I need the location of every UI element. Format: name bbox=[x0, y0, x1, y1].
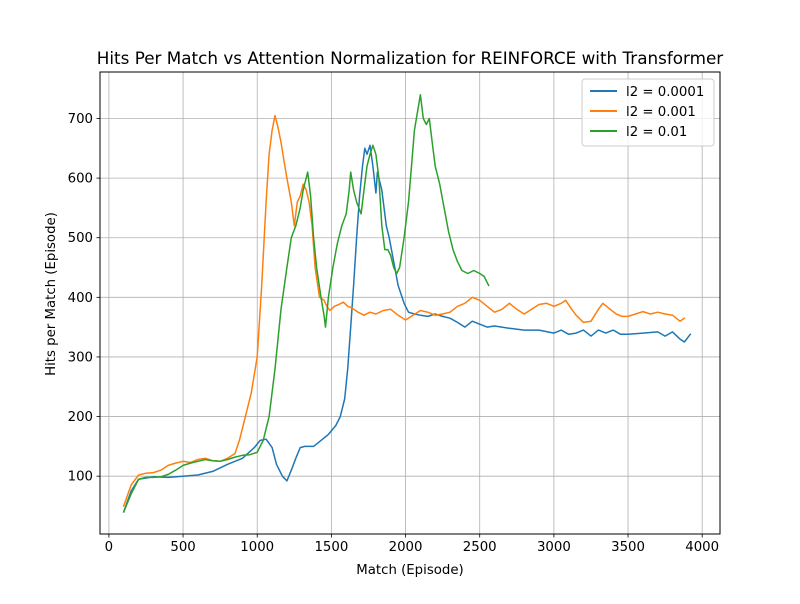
series-line-l2-0.01 bbox=[122, 93, 490, 513]
x-tick-label: 500 bbox=[170, 540, 195, 555]
x-tick-label: 1500 bbox=[314, 540, 348, 555]
x-axis-label: Match (Episode) bbox=[356, 563, 463, 578]
x-tick-label: 2000 bbox=[389, 540, 423, 555]
plot-frame bbox=[99, 71, 721, 535]
y-tick-label: 500 bbox=[68, 231, 93, 246]
y-tick-label: 700 bbox=[68, 112, 93, 127]
x-tick-label: 0 bbox=[105, 540, 113, 555]
series-group bbox=[122, 93, 692, 513]
y-tick-label: 600 bbox=[68, 172, 93, 187]
x-tick-label: 3500 bbox=[611, 540, 645, 555]
x-axis-ticks: 0 500 1000 1500 2000 2500 3000 3500 4000 bbox=[105, 534, 719, 555]
y-tick-label: 300 bbox=[68, 350, 93, 365]
y-tick-label: 100 bbox=[68, 470, 93, 485]
y-tick-label: 400 bbox=[68, 291, 93, 306]
legend-label-l2-0.01: l2 = 0.01 bbox=[626, 125, 687, 140]
legend-label-l2-0.001: l2 = 0.001 bbox=[626, 105, 696, 120]
chart-title: Hits Per Match vs Attention Normalizatio… bbox=[97, 48, 724, 68]
series-line-l2-0.001 bbox=[122, 114, 686, 507]
x-tick-label: 2500 bbox=[463, 540, 497, 555]
x-tick-label: 3000 bbox=[537, 540, 571, 555]
legend: l2 = 0.0001 l2 = 0.001 l2 = 0.01 bbox=[581, 78, 715, 147]
legend-label-l2-0.0001: l2 = 0.0001 bbox=[626, 85, 704, 100]
x-tick-label: 4000 bbox=[685, 540, 719, 555]
series-line-l2-0.0001 bbox=[122, 144, 692, 513]
legend-box bbox=[581, 78, 715, 147]
y-tick-label: 200 bbox=[68, 410, 93, 425]
y-axis-ticks: 100 200 300 400 500 600 700 bbox=[68, 112, 100, 485]
y-axis-label: Hits per Match (Episode) bbox=[44, 212, 59, 376]
x-tick-label: 1000 bbox=[240, 540, 274, 555]
